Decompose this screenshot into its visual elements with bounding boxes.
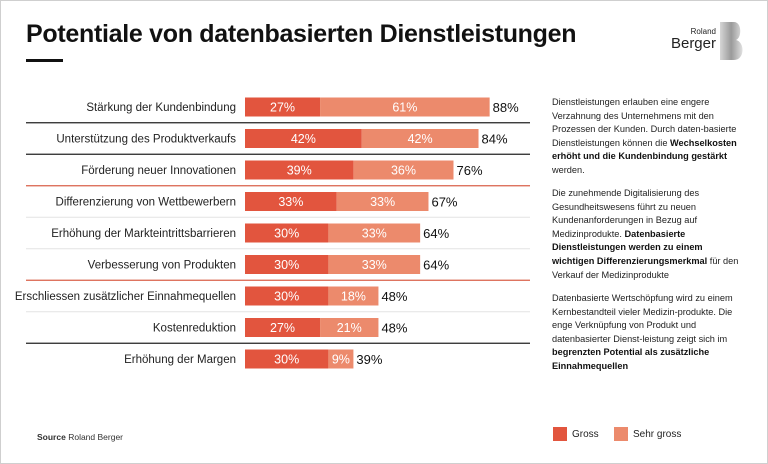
bar-gross	[245, 160, 354, 180]
bar-gross	[245, 349, 329, 369]
bar-sehr-gross	[361, 129, 479, 148]
bar-gross	[245, 286, 329, 306]
legend-item-sehr-gross: Sehr gross	[614, 427, 681, 441]
category-label: Kostenreduktion	[153, 323, 236, 335]
bar-gross	[245, 318, 321, 337]
bar-value-label: 39%	[287, 164, 312, 178]
note-2: Die zunehmende Digitalisierung des Gesun…	[552, 187, 747, 282]
roland-berger-logo: Roland Berger	[668, 22, 746, 62]
note-text: Datenbasierte Wertschöpfung wird zu eine…	[552, 293, 733, 344]
bar-gross	[245, 129, 362, 148]
bar-gross	[245, 255, 329, 274]
bar-value-label: 30%	[274, 290, 299, 304]
bar-sehr-gross	[328, 223, 421, 243]
bar-value-label: 30%	[274, 258, 299, 272]
bar-gross	[245, 192, 337, 211]
category-label: Erhöhung der Margen	[124, 354, 236, 366]
source-text: Roland Berger	[68, 432, 124, 442]
note-text: Dienstleistungen erlauben eine engere Ve…	[552, 97, 737, 148]
category-label: Verbesserung von Produkten	[88, 260, 236, 272]
total-value-label: 39%	[356, 352, 382, 367]
logo-b-icon	[720, 22, 743, 60]
bar-value-label: 30%	[274, 353, 299, 367]
category-label: Erhöhung der Markteintrittsbarrieren	[51, 228, 236, 240]
bar-value-label: 27%	[270, 321, 295, 335]
note-emphasis: begrenzten Potential als zusätzliche Ein…	[552, 347, 710, 371]
legend-label-gross: Gross	[572, 428, 599, 440]
bar-value-label: 21%	[337, 321, 362, 335]
bar-value-label: 27%	[270, 101, 295, 115]
total-value-label: 64%	[423, 226, 449, 241]
bar-value-label: 42%	[291, 132, 316, 146]
legend-swatch-sehr-gross	[614, 427, 628, 441]
bar-value-label: 30%	[274, 227, 299, 241]
bar-gross	[245, 223, 329, 243]
total-value-label: 48%	[381, 321, 407, 336]
total-value-label: 88%	[493, 100, 519, 115]
bar-sehr-gross	[336, 192, 429, 211]
note-text: Die zunehmende Digitalisierung des Gesun…	[552, 188, 700, 239]
page-title: Potentiale von datenbasierten Dienstleis…	[26, 20, 577, 48]
category-label: Differenzierung von Wettbewerbern	[56, 197, 236, 209]
category-label: Unterstützung des Produktverkaufs	[56, 134, 236, 146]
bar-value-label: 61%	[392, 101, 417, 115]
note-3: Datenbasierte Wertschöpfung wird zu eine…	[552, 292, 747, 374]
note-emphasis: Datenbasierte Dienstleistungen werden zu…	[552, 228, 708, 266]
bar-value-label: 36%	[391, 164, 416, 178]
bar-value-label: 18%	[341, 290, 366, 304]
bar-sehr-gross	[328, 286, 379, 306]
category-label: Erschliessen zusätzlicher Einnahmequelle…	[15, 291, 236, 303]
legend-swatch-gross	[553, 427, 567, 441]
total-value-label: 48%	[381, 289, 407, 304]
bar-sehr-gross	[320, 97, 490, 117]
total-value-label: 76%	[457, 163, 483, 178]
bar-value-label: 33%	[278, 195, 303, 209]
bar-value-label: 9%	[332, 353, 350, 367]
bar-sehr-gross	[328, 349, 354, 369]
note-1: Dienstleistungen erlauben eine engere Ve…	[552, 96, 747, 178]
category-label: Förderung neuer Innovationen	[81, 165, 236, 177]
total-value-label: 67%	[431, 195, 457, 210]
note-emphasis: Wechselkosten erhöht und die Kundenbindu…	[552, 137, 737, 162]
logo-text-bottom: Berger	[670, 35, 716, 52]
bar-sehr-gross	[353, 160, 454, 180]
logo-text-top: Roland	[690, 27, 716, 36]
source-note: Source Roland Berger	[37, 432, 123, 442]
bar-value-label: 33%	[370, 195, 395, 209]
total-value-label: 64%	[423, 258, 449, 273]
bar-sehr-gross	[320, 318, 379, 337]
total-value-label: 84%	[482, 132, 508, 147]
note-text: für den Verkauf der Medizinprodukte	[552, 255, 739, 280]
bar-value-label: 33%	[362, 227, 387, 241]
title-underline	[26, 59, 63, 62]
source-label: Source	[37, 432, 66, 442]
legend-item-gross: Gross	[553, 427, 599, 441]
bar-sehr-gross	[328, 255, 421, 274]
category-label: Stärkung der Kundenbindung	[86, 102, 236, 114]
bar-gross	[245, 97, 321, 117]
legend-label-sehr-gross: Sehr gross	[633, 428, 682, 440]
note-text: werden.	[552, 164, 585, 175]
bar-value-label: 33%	[362, 258, 387, 272]
bar-value-label: 42%	[408, 132, 433, 146]
